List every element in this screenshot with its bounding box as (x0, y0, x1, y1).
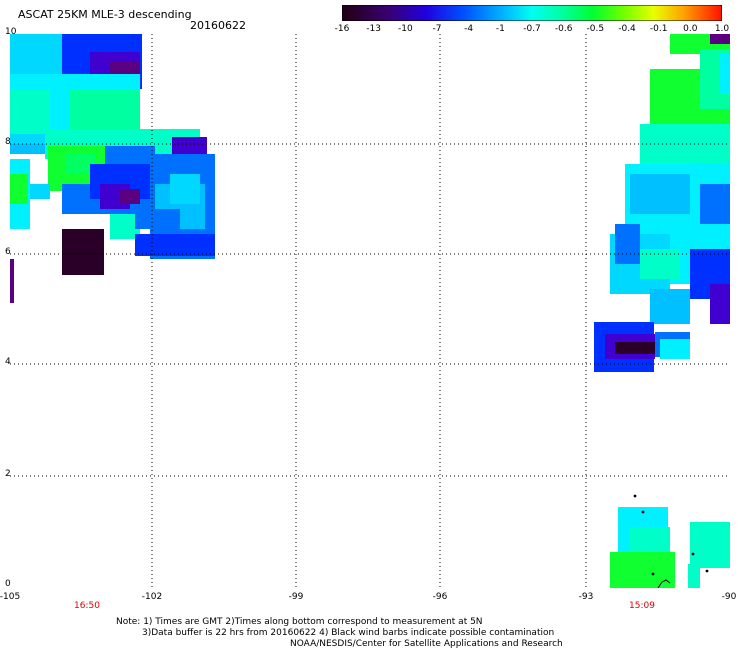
x-axis-label: -99 (288, 592, 304, 602)
data-cell (615, 342, 655, 354)
data-cell (10, 144, 45, 154)
data-cell (610, 552, 675, 588)
data-cell (630, 527, 670, 552)
data-cell (640, 124, 730, 164)
data-cell (690, 522, 730, 568)
colorbar-label: -13 (366, 24, 382, 34)
data-cell (10, 89, 50, 134)
y-axis-label: 2 (5, 469, 11, 479)
data-cell (120, 189, 140, 204)
data-cell (615, 224, 640, 264)
data-cell (30, 184, 50, 199)
data-cell-dark (62, 229, 104, 275)
y-axis-label: 6 (5, 247, 11, 257)
colorbar-label: -7 (432, 24, 442, 34)
colorbar-label: -4 (464, 24, 474, 34)
y-axis-label: 10 (5, 27, 17, 37)
colorbar-label: -0.4 (618, 24, 636, 34)
note-line-3: NOAA/NESDIS/Center for Satellite Applica… (290, 639, 563, 649)
x-axis-label: -102 (141, 592, 163, 602)
colorbar-label: -0.7 (523, 24, 541, 34)
wind-barb-mark (641, 510, 645, 514)
data-cell (10, 174, 28, 204)
data-cell (650, 289, 690, 324)
colorbar (342, 5, 722, 21)
map-plot (10, 34, 730, 588)
x-axis-label: -93 (578, 592, 594, 602)
wind-barb-mark (691, 552, 695, 556)
y-axis-label: 8 (5, 137, 11, 147)
wind-barb-mark (705, 569, 709, 573)
map-title: ASCAT 25KM MLE-3 descending (18, 8, 192, 21)
data-cell (720, 54, 730, 94)
y-axis-label: 0 (5, 579, 11, 589)
data-cell (65, 154, 95, 174)
grid-lines (10, 34, 730, 588)
data-cell (630, 174, 690, 214)
colorbar-label: -10 (397, 24, 413, 34)
data-cell (10, 259, 14, 303)
data-cell (710, 284, 730, 324)
data-cell (70, 89, 140, 129)
data-cell (135, 234, 215, 256)
x-axis-label: -96 (432, 592, 448, 602)
colorbar-label: 1.0 (714, 24, 730, 34)
wind-barb-mark (651, 572, 655, 576)
colorbar-label: -0.5 (586, 24, 605, 34)
time-label-left: 16:50 (74, 601, 100, 611)
colorbar-label: -1 (495, 24, 505, 34)
note-line-2: 3)Data buffer is 22 hrs from 20160622 4)… (142, 628, 555, 638)
data-cell (105, 146, 155, 166)
y-axis-label: 4 (5, 357, 11, 367)
colorbar-label: -0.6 (554, 24, 573, 34)
note-line-1: Note: 1) Times are GMT 2)Times along bot… (116, 617, 483, 627)
colorbar-label: -0.1 (649, 24, 668, 34)
x-axis-label: -90 (721, 592, 737, 602)
map-date: 20160622 (190, 19, 246, 32)
data-cell (688, 564, 700, 588)
x-axis-label: -105 (0, 592, 21, 602)
data-cell (700, 184, 730, 224)
data-cell (172, 137, 207, 157)
wind-barbs (633, 494, 709, 588)
coastline-fragment (657, 579, 671, 588)
data-cell (135, 209, 180, 229)
data-cell (110, 62, 140, 77)
data-cells (10, 34, 730, 588)
time-label-right: 15:09 (629, 601, 655, 611)
data-cell (710, 34, 730, 44)
colorbar-label: -16 (334, 24, 350, 34)
colorbar-label: 0.0 (683, 24, 698, 34)
wind-barb-mark (633, 494, 637, 498)
data-cell (170, 174, 200, 204)
data-cell (660, 339, 690, 359)
data-cell (10, 134, 70, 144)
data-cell (10, 34, 65, 74)
